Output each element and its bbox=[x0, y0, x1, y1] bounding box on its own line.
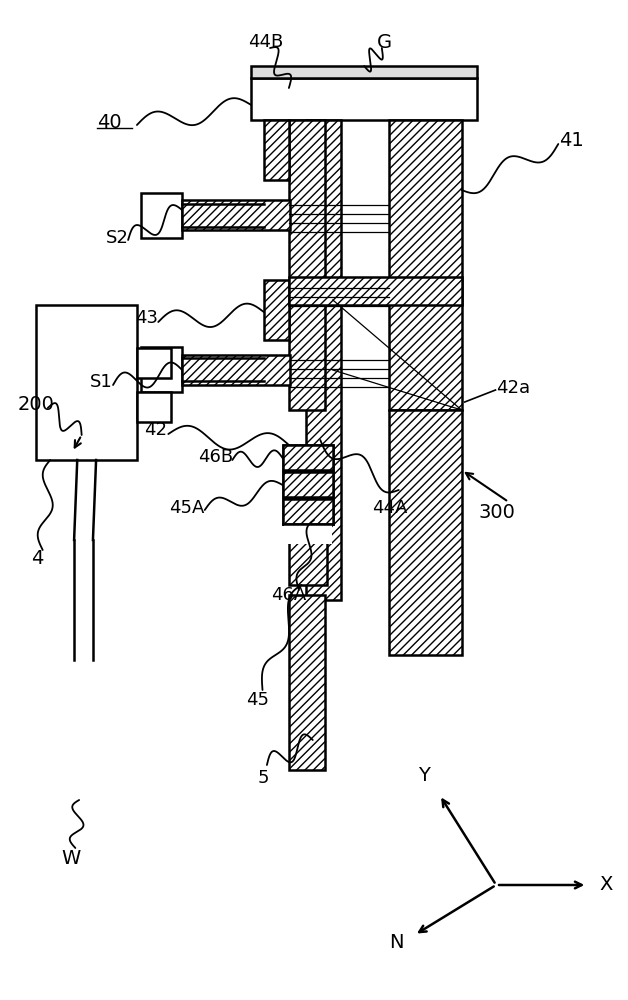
Bar bbox=[283, 472, 333, 497]
Bar bbox=[389, 410, 462, 655]
Text: 45A: 45A bbox=[170, 499, 205, 517]
Bar bbox=[283, 445, 333, 470]
Bar bbox=[182, 355, 290, 385]
Bar bbox=[283, 499, 333, 524]
Bar bbox=[283, 445, 333, 470]
Text: N: N bbox=[389, 934, 403, 952]
Bar bbox=[289, 595, 325, 770]
Text: 42a: 42a bbox=[496, 379, 530, 397]
Bar bbox=[284, 524, 332, 544]
Text: 44B: 44B bbox=[248, 33, 283, 51]
Bar bbox=[306, 120, 341, 600]
Bar bbox=[289, 277, 462, 305]
Text: S1: S1 bbox=[90, 373, 112, 391]
Text: 41: 41 bbox=[559, 130, 583, 149]
Bar bbox=[137, 348, 171, 378]
Text: 200: 200 bbox=[18, 394, 55, 414]
Bar bbox=[289, 120, 325, 410]
Bar bbox=[264, 280, 289, 340]
Bar bbox=[141, 193, 182, 238]
Bar bbox=[251, 66, 477, 78]
Text: 40: 40 bbox=[97, 112, 122, 131]
Text: 45: 45 bbox=[246, 691, 269, 709]
Bar bbox=[283, 499, 333, 524]
Text: 46A: 46A bbox=[271, 586, 306, 604]
Bar bbox=[264, 120, 289, 180]
Bar bbox=[141, 347, 182, 392]
Bar bbox=[137, 392, 171, 422]
Text: 300: 300 bbox=[479, 502, 516, 522]
Text: X: X bbox=[600, 876, 613, 894]
Text: 46B: 46B bbox=[198, 448, 233, 466]
Text: 44A: 44A bbox=[372, 499, 407, 517]
Text: 42: 42 bbox=[144, 421, 168, 439]
Bar bbox=[389, 120, 462, 410]
Text: G: G bbox=[377, 32, 392, 51]
Bar bbox=[36, 305, 137, 460]
Bar bbox=[182, 200, 290, 230]
Bar bbox=[283, 472, 333, 497]
Text: 43: 43 bbox=[135, 309, 158, 327]
Bar bbox=[289, 525, 327, 585]
Bar bbox=[251, 78, 477, 120]
Text: S2: S2 bbox=[106, 229, 128, 247]
Text: 5: 5 bbox=[257, 769, 269, 787]
Text: Y: Y bbox=[418, 766, 430, 785]
Text: 4: 4 bbox=[31, 548, 44, 568]
Text: W: W bbox=[62, 848, 81, 867]
